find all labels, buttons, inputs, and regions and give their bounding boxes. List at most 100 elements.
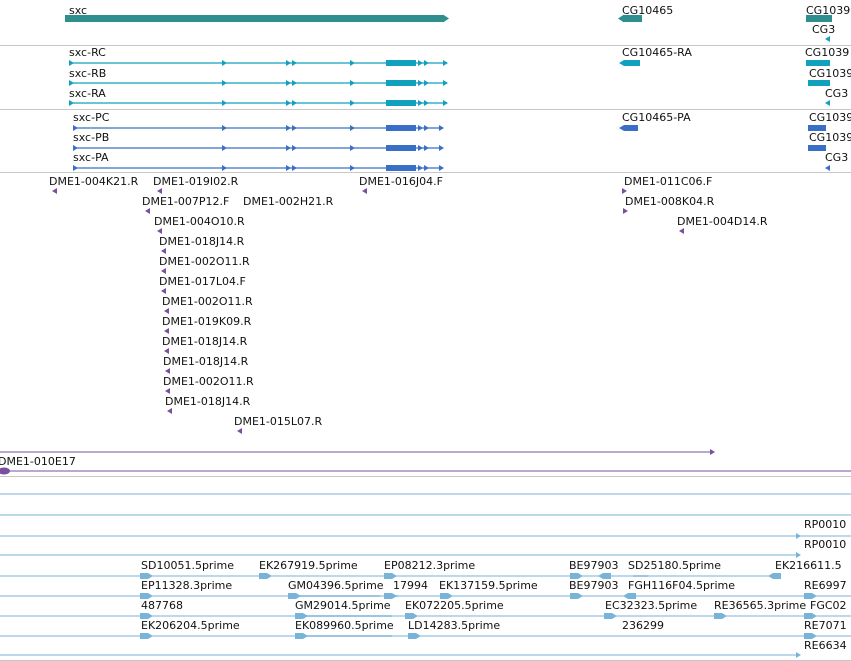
est-label[interactable]: EP08212.3prime: [384, 559, 475, 572]
est-block[interactable]: [570, 573, 578, 579]
exon-block[interactable]: [386, 100, 416, 106]
clone-label[interactable]: DME1-004D14.R: [677, 215, 768, 228]
strand-arrow[interactable]: [69, 60, 74, 66]
est-block[interactable]: [384, 573, 392, 579]
clone-label[interactable]: DME1-019K09.R: [162, 315, 252, 328]
exon-block[interactable]: [386, 145, 416, 151]
strand-arrow[interactable]: [167, 408, 172, 414]
gene-block[interactable]: [806, 15, 832, 22]
strand-arrow[interactable]: [157, 188, 162, 194]
strand-arrow[interactable]: [618, 14, 624, 23]
est-label[interactable]: EK206204.5prime: [141, 619, 240, 632]
strand-arrow[interactable]: [161, 268, 166, 274]
est-label[interactable]: SD25180.5prime: [628, 559, 721, 572]
est-label[interactable]: GM29014.5prime: [295, 599, 391, 612]
est-block[interactable]: [440, 593, 448, 599]
strand-arrow[interactable]: [619, 60, 624, 66]
transcript-label[interactable]: sxc-RC: [69, 46, 106, 59]
strand-arrow[interactable]: [578, 573, 583, 579]
strand-arrow[interactable]: [418, 145, 423, 151]
gene-label[interactable]: CG3: [812, 23, 835, 36]
strand-arrow[interactable]: [362, 188, 367, 194]
exon-block[interactable]: [624, 60, 640, 66]
est-block[interactable]: [773, 573, 781, 579]
strand-arrow[interactable]: [413, 613, 418, 619]
strand-arrow[interactable]: [292, 60, 297, 66]
est-block[interactable]: [405, 613, 413, 619]
strand-arrow[interactable]: [350, 145, 355, 151]
est-block[interactable]: [804, 593, 812, 599]
est-label[interactable]: EP11328.3prime: [141, 579, 232, 592]
transcript-label[interactable]: sxc-RB: [69, 67, 106, 80]
strand-arrow[interactable]: [578, 593, 583, 599]
est-label[interactable]: GM04396.5prime: [288, 579, 384, 592]
est-block[interactable]: [140, 633, 148, 639]
est-block[interactable]: [140, 573, 148, 579]
clone-label[interactable]: DME1-002O11.R: [163, 375, 254, 388]
est-label[interactable]: EK072205.5prime: [405, 599, 504, 612]
est-label[interactable]: EK267919.5prime: [259, 559, 358, 572]
est-label[interactable]: EK089960.5prime: [295, 619, 394, 632]
strand-arrow[interactable]: [69, 100, 74, 106]
gene-block[interactable]: [624, 15, 642, 22]
est-block[interactable]: [804, 613, 812, 619]
strand-arrow[interactable]: [796, 552, 801, 558]
strand-arrow[interactable]: [825, 165, 830, 171]
strand-arrow[interactable]: [392, 573, 397, 579]
exon-block[interactable]: [808, 125, 826, 131]
strand-arrow[interactable]: [443, 60, 448, 66]
transcript-label[interactable]: CG10465-RA: [622, 46, 692, 59]
strand-arrow[interactable]: [443, 80, 448, 86]
est-label[interactable]: BE97903: [569, 579, 619, 592]
est-label[interactable]: RP0010: [804, 538, 846, 551]
strand-arrow[interactable]: [612, 613, 617, 619]
strand-arrow[interactable]: [416, 633, 421, 639]
strand-arrow[interactable]: [157, 228, 162, 234]
clone-label[interactable]: DME1-011C06.F: [624, 175, 712, 188]
strand-arrow[interactable]: [145, 208, 150, 214]
strand-arrow[interactable]: [148, 573, 153, 579]
protein-label[interactable]: CG1039: [809, 131, 851, 144]
strand-arrow[interactable]: [722, 613, 727, 619]
protein-label[interactable]: CG1039: [809, 111, 851, 124]
exon-block[interactable]: [386, 60, 416, 66]
est-block[interactable]: [408, 633, 416, 639]
clone-label[interactable]: DME1-018J14.R: [159, 235, 245, 248]
protein-label[interactable]: sxc-PA: [73, 151, 109, 164]
strand-arrow[interactable]: [164, 308, 169, 314]
est-label[interactable]: RE7071: [804, 619, 847, 632]
strand-arrow[interactable]: [161, 288, 166, 294]
strand-arrow[interactable]: [222, 60, 227, 66]
strand-arrow[interactable]: [350, 60, 355, 66]
strand-arrow[interactable]: [222, 80, 227, 86]
exon-block[interactable]: [808, 145, 826, 151]
strand-arrow[interactable]: [267, 573, 272, 579]
clone-label[interactable]: DME1-002O11.R: [162, 295, 253, 308]
strand-arrow[interactable]: [418, 60, 423, 66]
strand-arrow[interactable]: [292, 100, 297, 106]
est-label[interactable]: RE36565.3prime: [714, 599, 806, 612]
strand-arrow[interactable]: [164, 348, 169, 354]
gene-label[interactable]: sxc: [69, 4, 87, 17]
strand-arrow[interactable]: [424, 60, 429, 66]
est-label[interactable]: RE6634: [804, 639, 847, 652]
est-block[interactable]: [804, 633, 812, 639]
strand-arrow[interactable]: [619, 125, 624, 131]
clone-label[interactable]: DME1-007P12.F: [142, 195, 229, 208]
strand-arrow[interactable]: [350, 125, 355, 131]
strand-arrow[interactable]: [439, 145, 444, 151]
strand-arrow[interactable]: [679, 228, 684, 234]
strand-arrow[interactable]: [424, 165, 429, 171]
clone-label[interactable]: DME1-008K04.R: [625, 195, 715, 208]
protein-label[interactable]: sxc-PC: [73, 111, 110, 124]
strand-arrow[interactable]: [418, 125, 423, 131]
strand-arrow[interactable]: [286, 60, 291, 66]
exon-block[interactable]: [624, 125, 638, 131]
strand-arrow[interactable]: [69, 80, 74, 86]
est-label[interactable]: 17994: [393, 579, 428, 592]
strand-arrow[interactable]: [73, 165, 78, 171]
est-label[interactable]: EC32323.5prime: [605, 599, 697, 612]
strand-arrow[interactable]: [148, 593, 153, 599]
est-label[interactable]: FGH116F04.5prime: [628, 579, 735, 592]
strand-arrow[interactable]: [148, 613, 153, 619]
